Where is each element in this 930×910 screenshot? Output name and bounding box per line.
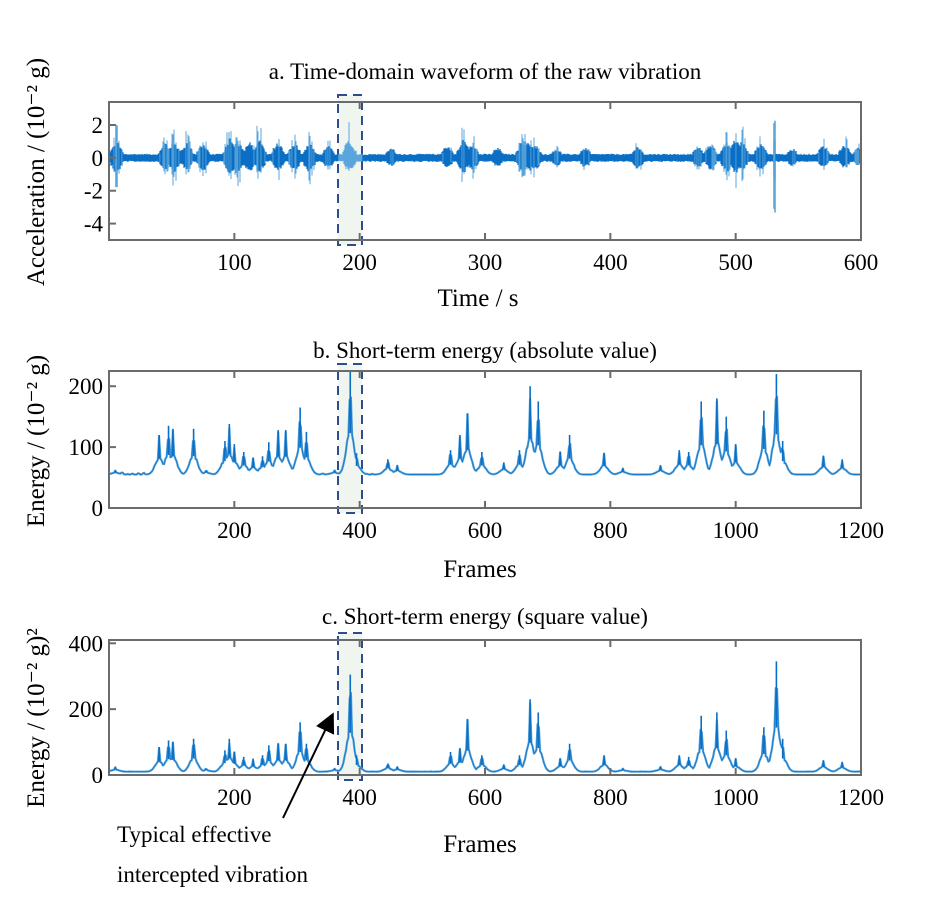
x-tick-label: 200 xyxy=(217,518,252,543)
panel-c-energy-line xyxy=(108,661,861,773)
panel-a-waveform xyxy=(109,120,861,213)
panel-b-title: b. Short-term energy (absolute value) xyxy=(313,338,657,363)
panel-a-title: a. Time-domain waveform of the raw vibra… xyxy=(269,59,702,84)
x-tick-label: 400 xyxy=(342,518,377,543)
x-tick-label: 400 xyxy=(593,250,628,275)
panel-b-axes-frame xyxy=(108,370,862,509)
x-tick-label: 400 xyxy=(342,785,377,810)
x-tick-label: 1000 xyxy=(713,785,759,810)
y-tick-label: 200 xyxy=(69,374,104,399)
energy-line-core xyxy=(108,687,861,773)
panel-b-energy-line xyxy=(108,371,861,476)
x-tick-label: 600 xyxy=(468,785,503,810)
x-tick-label: 600 xyxy=(844,250,879,275)
x-tick-label: 500 xyxy=(718,250,753,275)
panel-a: a. Time-domain waveform of the raw vibra… xyxy=(23,58,878,312)
x-tick-label: 1200 xyxy=(838,518,884,543)
y-tick-label: 0 xyxy=(92,496,104,521)
panel-a-ticks: 100 200 300 400 500 600 2 0 -2 -4 xyxy=(84,102,878,275)
energy-line xyxy=(108,395,861,476)
panel-b-xlabel: Frames xyxy=(443,556,517,583)
y-tick-label: 200 xyxy=(69,697,104,722)
y-tick-label: 100 xyxy=(69,435,104,460)
x-tick-label: 100 xyxy=(217,250,252,275)
panel-a-xlabel: Time / s xyxy=(437,285,518,312)
annotation-line-2: intercepted vibration xyxy=(117,862,308,887)
panel-a-highlight-box xyxy=(337,94,363,246)
x-tick-label: 200 xyxy=(342,250,377,275)
energy-line xyxy=(108,687,861,773)
y-tick-label: -4 xyxy=(84,212,104,237)
panel-c-ylabel: Energy / (10⁻² g)² xyxy=(23,628,50,808)
y-tick-label: 0 xyxy=(92,146,104,171)
panel-b: b. Short-term energy (absolute value) 20… xyxy=(23,338,884,583)
y-tick-label: 0 xyxy=(92,763,104,788)
x-tick-label: 600 xyxy=(468,518,503,543)
panel-b-highlight-box xyxy=(337,363,363,514)
annotation-arrow xyxy=(282,712,335,819)
x-tick-label: 200 xyxy=(217,785,252,810)
x-tick-label: 300 xyxy=(468,250,503,275)
y-tick-label: -2 xyxy=(84,179,103,204)
x-tick-label: 1000 xyxy=(713,518,759,543)
panel-a-axes-frame xyxy=(108,101,862,241)
x-tick-label: 1200 xyxy=(838,785,884,810)
panel-c-title: c. Short-term energy (square value) xyxy=(322,604,648,629)
annotation: Typical effective intercepted vibration xyxy=(117,712,335,887)
panel-c-axes-frame xyxy=(108,639,862,776)
panel-c: c. Short-term energy (square value) 200 4… xyxy=(23,604,884,858)
panel-a-ylabel: Acceleration / (10⁻² g) xyxy=(23,58,50,286)
annotation-line-1: Typical effective xyxy=(117,822,271,847)
x-tick-label: 800 xyxy=(593,785,628,810)
panel-c-xlabel: Frames xyxy=(443,831,517,858)
y-tick-label: 2 xyxy=(92,113,104,138)
panel-c-ticks: 200 400 600 800 1000 1200 400 200 0 xyxy=(69,631,885,810)
x-tick-label: 800 xyxy=(593,518,628,543)
y-tick-label: 400 xyxy=(69,631,104,656)
panel-b-ylabel: Energy / (10⁻² g) xyxy=(23,355,50,527)
